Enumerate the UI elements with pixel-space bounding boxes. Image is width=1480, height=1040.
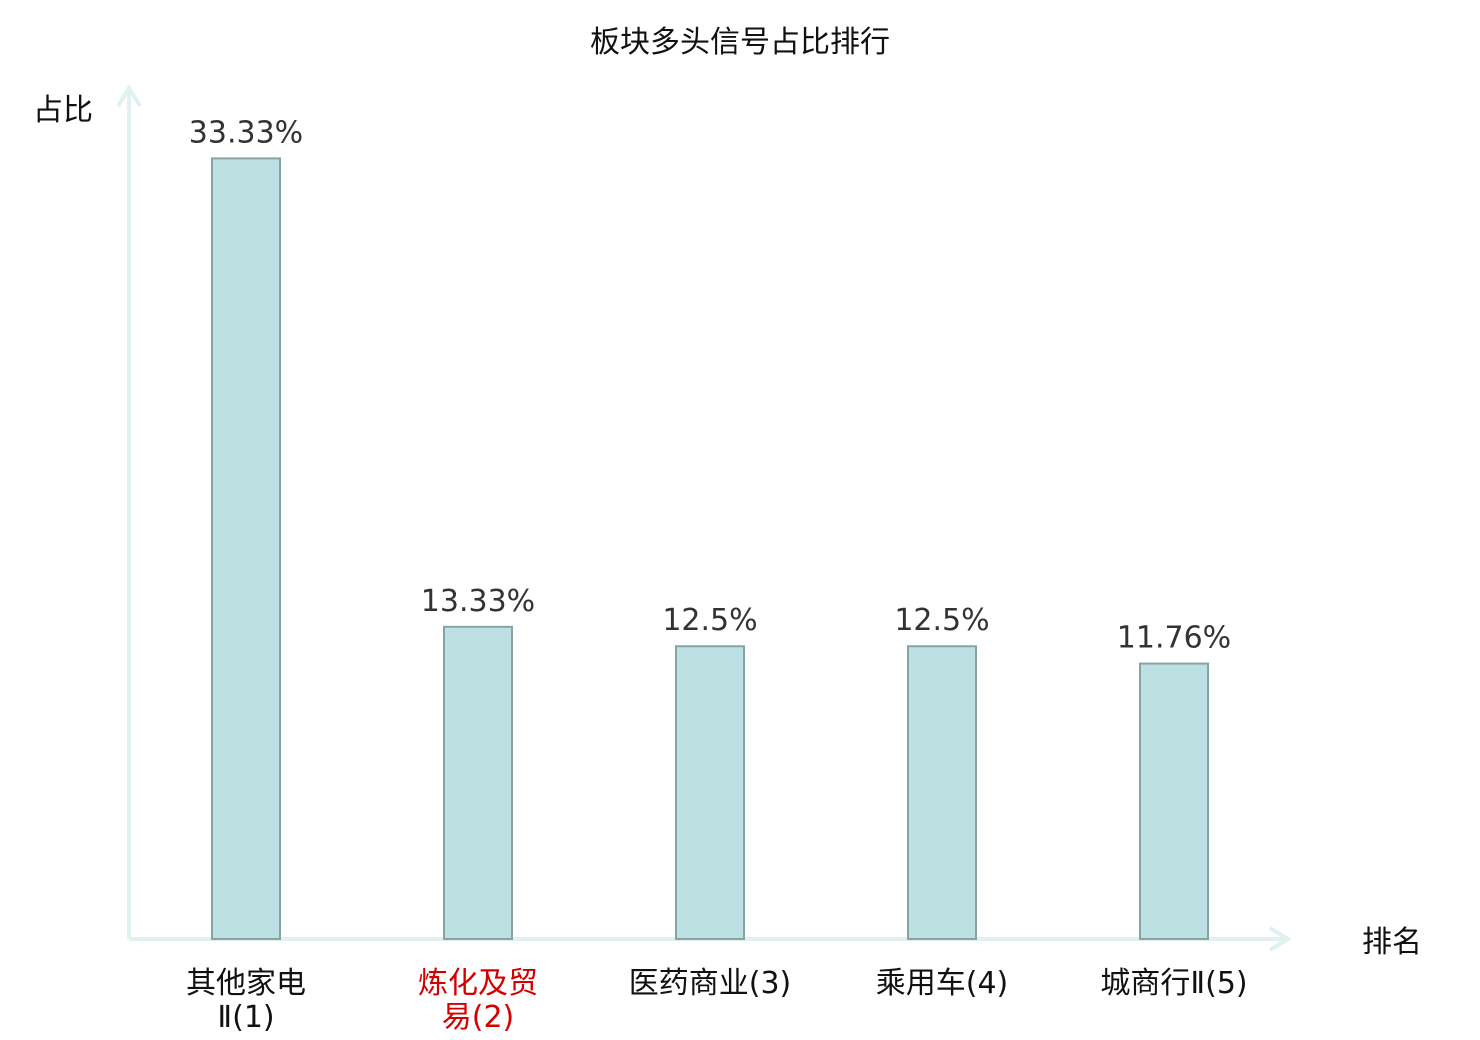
x-tick-label: 城商行Ⅱ(5) [1100, 966, 1247, 1001]
value-label: 12.5% [894, 603, 989, 638]
bars-group [211, 157, 1209, 941]
value-label: 11.76% [1117, 621, 1231, 656]
bar [1139, 662, 1209, 940]
x-axis-label: 排名 [1362, 925, 1422, 960]
value-labels-group: 33.33% 13.33% 12.5% 12.5% 11.76% [189, 115, 1231, 655]
tick-labels-group: 其他家电 Ⅱ(1) 炼化及贸易(2) 医药商业(3) 乘用车(4) 城商行Ⅱ(5) [186, 966, 1248, 1035]
value-label: 12.5% [662, 603, 757, 638]
bar [907, 645, 977, 941]
chart-title: 板块多头信号占比排行 [590, 25, 890, 60]
bar [443, 625, 513, 941]
y-axis-arrow [116, 84, 142, 108]
x-tick-label: 炼化及贸易(2) [418, 966, 538, 1035]
value-label: 13.33% [421, 584, 535, 619]
x-tick-label: 其他家电 Ⅱ(1) [186, 966, 306, 1035]
bar [675, 645, 745, 941]
bar [211, 157, 281, 940]
x-tick-label: 医药商业(3) [629, 966, 792, 1001]
value-label: 33.33% [189, 115, 303, 150]
x-axis-arrow [1268, 926, 1292, 952]
x-tick-label: 乘用车(4) [876, 966, 1009, 1001]
y-axis-label: 占比 [33, 93, 93, 128]
